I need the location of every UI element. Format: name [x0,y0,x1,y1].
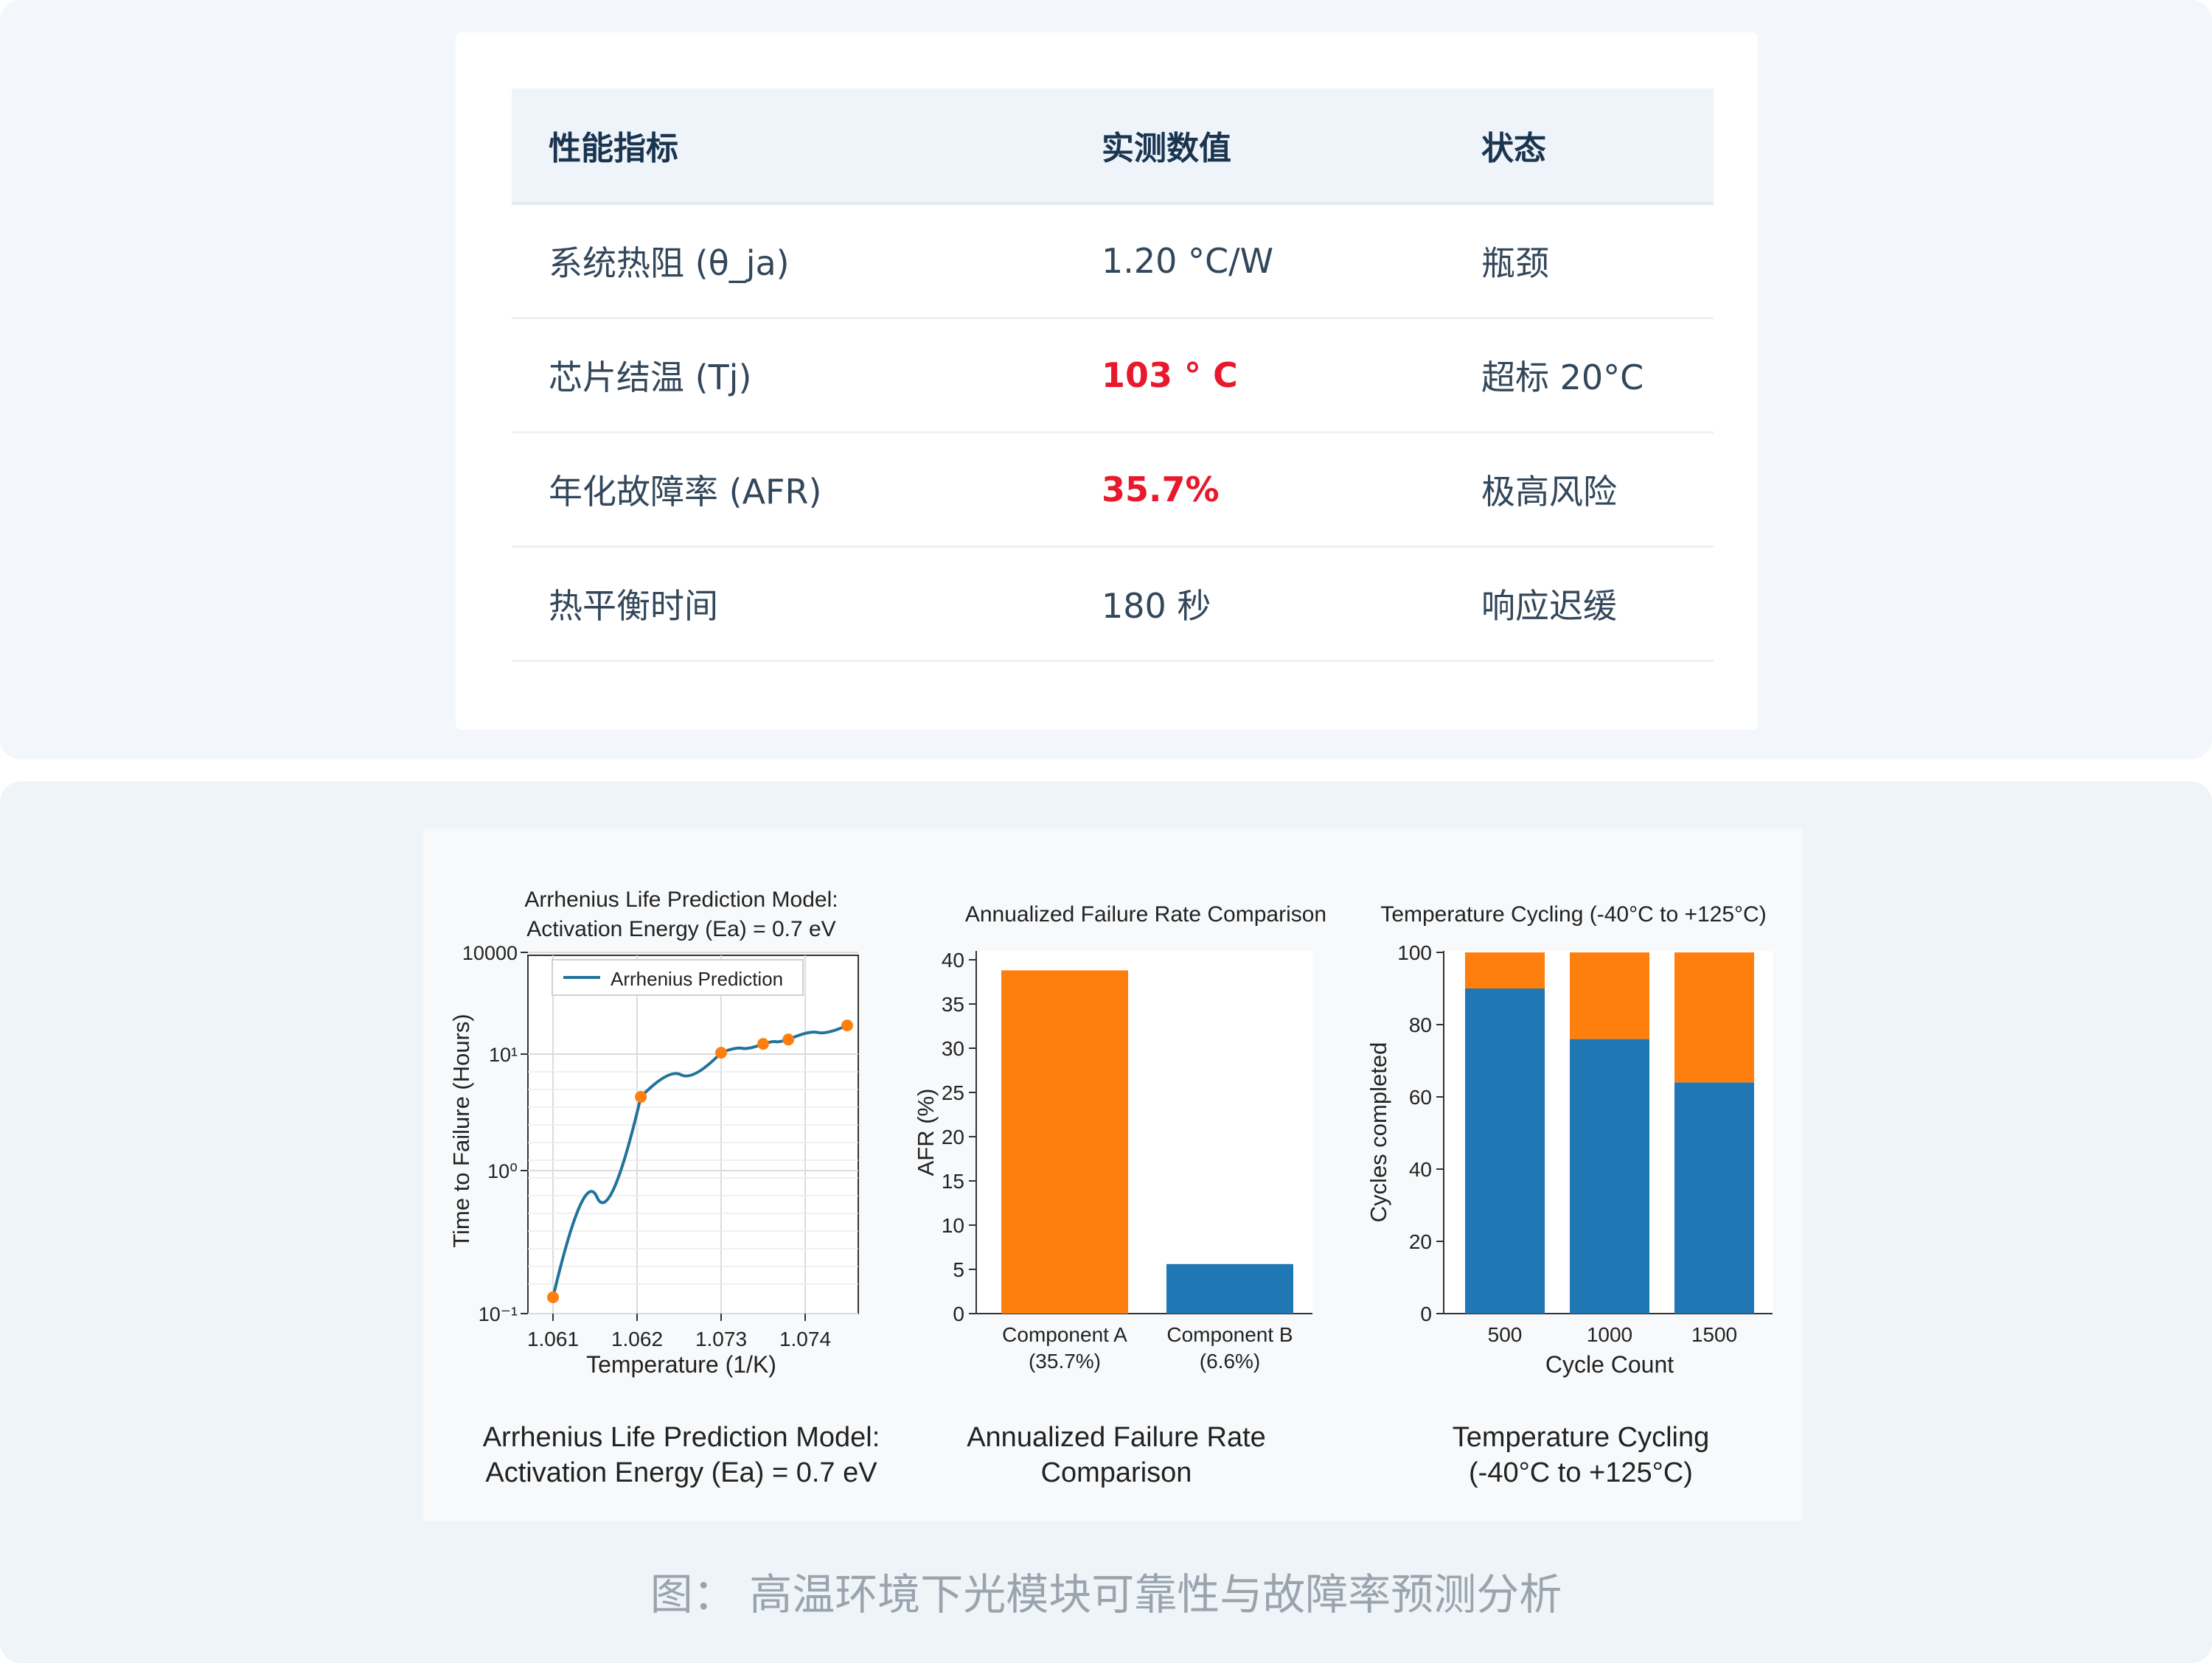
metric-cell: 芯片结温 (Tj) [512,318,1065,433]
stacked-bar-segment [1570,952,1649,1039]
chart-footer: Arrhenius Life Prediction Model: Activati… [483,1422,880,1488]
metric-cell: 年化故障率 (AFR) [512,432,1065,548]
value-cell: 180 秒 [1065,546,1444,662]
metric-cell: 系统热阻 (θ_ja) [512,203,1065,319]
x-axis-label: Temperature (1/K) [586,1351,776,1378]
y-tick-label: 10¹ [489,1044,518,1066]
metrics-panel: 性能指标 实测数值 状态 系统热阻 (θ_ja) 1.20 °C/W 瓶颈 芯片… [0,0,2212,759]
data-point [782,1033,795,1046]
header-metric: 性能指标 [512,88,1065,205]
header-value: 实测数值 [1065,88,1444,205]
y-tick-label: 5 [953,1258,964,1281]
data-point [841,1019,853,1032]
y-tick-label: 0 [953,1303,964,1325]
chart-footer: Temperature Cycling (-40°C to +125°C) [1453,1422,1709,1488]
table-row: 芯片结温 (Tj) 103 ° C 超标 20°C [512,318,1714,433]
y-tick-label: 10000 [462,942,518,964]
data-point [715,1047,727,1059]
charts-figure: 1.061 1.062 1.073 1.07410⁻¹10⁰10¹10000Arrhe… [448,888,1773,1488]
y-tick-label: 0 [1420,1303,1432,1325]
stacked-bar-segment [1465,989,1545,1314]
table-header-row: 性能指标 实测数值 状态 [512,88,1714,205]
x-tick-label: 1.073 [695,1328,747,1350]
status-cell: 响应迟缓 [1444,546,1714,662]
status-cell: 超标 20°C [1444,318,1714,433]
x-tick-label: 1.062 [611,1328,663,1350]
y-axis-label: Time to Failure (Hours) [448,1014,474,1248]
y-axis-label: Cycles completed [1366,1042,1391,1223]
x-axis-label: Cycle Count [1545,1351,1674,1378]
table-row: 年化故障率 (AFR) 35.7% 极高风险 [512,432,1714,548]
plot-area [527,955,859,1314]
x-tick-label: 1.061 [527,1328,579,1350]
stacked-bar-segment [1674,952,1754,1083]
y-tick-label: 40 [942,949,964,972]
header-status: 状态 [1444,88,1714,205]
metrics-table: 性能指标 实测数值 状态 系统热阻 (θ_ja) 1.20 °C/W 瓶颈 芯片… [512,88,1714,662]
data-point [547,1291,559,1303]
y-tick-label: 10⁻¹ [479,1303,518,1325]
bar [1001,970,1128,1314]
value-cell: 35.7% [1065,432,1444,548]
chart-footer: Annualized Failure Rate Comparison [967,1422,1266,1488]
table-row: 系统热阻 (θ_ja) 1.20 °C/W 瓶颈 [512,203,1714,319]
value-cell: 1.20 °C/W [1065,203,1444,319]
chart-title: Annualized Failure Rate Comparison [965,902,1326,927]
y-tick-label: 15 [942,1170,964,1193]
chart-title: Temperature Cycling (-40°C to +125°C) [1380,902,1766,927]
y-tick-label: 35 [942,993,964,1016]
data-point [757,1038,769,1050]
status-cell: 极高风险 [1444,432,1714,548]
bar [1166,1263,1293,1314]
x-tick-label: Component A (35.7%) [1002,1323,1127,1373]
y-axis-label: AFR (%) [913,1089,939,1176]
status-cell: 瓶颈 [1444,203,1714,319]
stacked-bar-segment [1570,1039,1649,1314]
y-tick-label: 20 [1409,1230,1432,1253]
stacked-bar-segment [1465,952,1545,989]
y-tick-label: 80 [1409,1014,1432,1036]
y-tick-label: 100 [1397,941,1432,964]
table-row: 热平衡时间 180 秒 响应迟缓 [512,546,1714,662]
x-tick-label: 1000 [1587,1323,1632,1346]
metrics-card: 性能指标 实测数值 状态 系统热阻 (θ_ja) 1.20 °C/W 瓶颈 芯片… [456,32,1758,730]
stacked-bar-segment [1674,1082,1754,1314]
x-tick-label: 1.074 [779,1328,831,1350]
chart-title: Arrhenius Life Prediction Model: Activati… [524,888,838,941]
y-tick-label: 25 [942,1081,964,1104]
x-tick-label: 1500 [1691,1323,1737,1346]
legend-label: Arrhenius Prediction [611,968,783,990]
data-point [635,1090,647,1103]
x-tick-label: Component B (6.6%) [1166,1323,1293,1373]
y-tick-label: 10⁰ [487,1160,518,1182]
x-tick-label: 500 [1488,1323,1523,1346]
figure-caption: 图： 高温环境下光模块可靠性与故障率预测分析 [650,1569,1562,1620]
metric-cell: 热平衡时间 [512,546,1065,662]
y-tick-label: 60 [1409,1086,1432,1109]
y-tick-label: 40 [1409,1158,1432,1181]
y-tick-label: 20 [942,1126,964,1148]
y-tick-label: 10 [942,1214,964,1237]
y-tick-label: 30 [942,1037,964,1060]
value-cell: 103 ° C [1065,318,1444,433]
